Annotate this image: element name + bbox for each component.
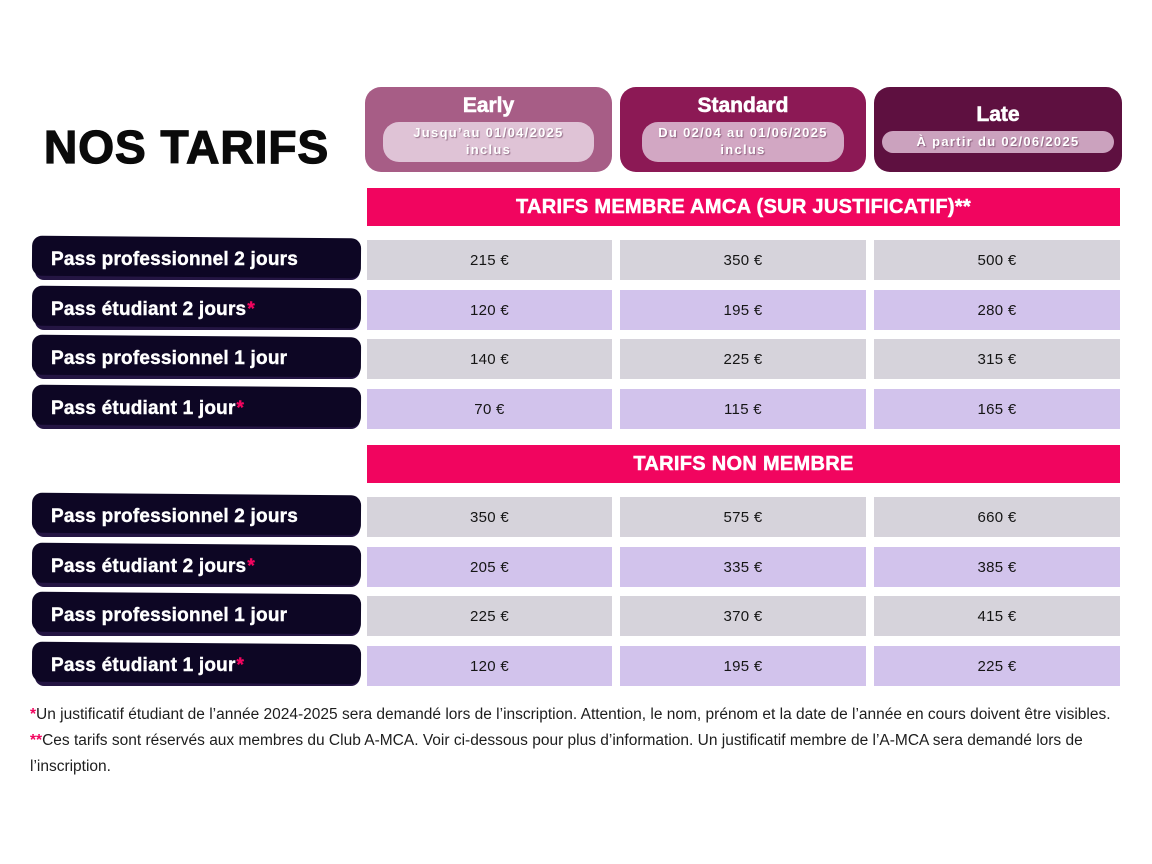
row-label: Pass étudiant 1 jour * — [35, 389, 360, 429]
price-cell: 280 € — [874, 290, 1120, 330]
price-value: 660 € — [977, 508, 1017, 526]
row-label: Pass étudiant 1 jour * — [35, 646, 360, 686]
price-cell: 385 € — [874, 547, 1120, 587]
footnote-marker: ** — [30, 732, 43, 749]
section-banner-nonmembers: TARIFS NON MEMBRE — [367, 445, 1120, 483]
price-value: 415 € — [977, 607, 1017, 625]
row-label: Pass professionnel 2 jours — [35, 240, 360, 280]
price-value: 120 € — [469, 657, 510, 675]
price-cell: 215 € — [367, 240, 612, 280]
price-cell: 70 € — [367, 389, 612, 429]
table-row: Pass étudiant 1 jour * 70 € 115 € 165 € — [0, 389, 1152, 429]
price-cell: 335 € — [620, 547, 866, 587]
price-cell: 350 € — [620, 240, 866, 280]
price-cell: 660 € — [874, 497, 1120, 537]
price-value: 315 € — [977, 350, 1017, 368]
footnote-marker: * — [236, 655, 245, 676]
price-value: 195 € — [723, 301, 763, 319]
price-cell: 225 € — [367, 596, 612, 636]
price-value: 225 € — [469, 607, 510, 625]
footnotes: *Un justificatif étudiant de l’année 202… — [30, 702, 1118, 780]
price-value: 350 € — [723, 251, 763, 269]
table-row: Pass professionnel 1 jour 225 € 370 € 41… — [0, 596, 1152, 636]
price-cell: 120 € — [367, 646, 612, 686]
price-value: 225 € — [977, 657, 1017, 675]
price-value: 140 € — [469, 350, 510, 368]
row-label-text: Pass professionnel 1 jour — [51, 348, 288, 369]
price-value: 280 € — [977, 301, 1017, 319]
row-label-text: Pass professionnel 2 jours — [51, 249, 299, 270]
price-cell: 370 € — [620, 596, 866, 636]
price-value: 115 € — [724, 400, 762, 418]
footnote-marker: * — [236, 398, 245, 419]
price-cell: 195 € — [620, 646, 866, 686]
table-row: Pass professionnel 2 jours 215 € 350 € 5… — [0, 240, 1152, 280]
price-value: 215 € — [469, 251, 510, 269]
price-value: 350 € — [469, 508, 510, 526]
period-card-late: Late À partir du 02/06/2025 — [874, 87, 1122, 172]
footnote-marker: * — [30, 706, 37, 723]
table-row: Pass professionnel 1 jour 140 € 225 € 31… — [0, 339, 1152, 379]
price-value: 575 € — [723, 508, 763, 526]
row-label: Pass étudiant 2 jours * — [35, 547, 360, 587]
section-banner-members: TARIFS MEMBRE AMCA (SUR JUSTIFICATIF)** — [367, 188, 1120, 226]
price-cell: 415 € — [874, 596, 1120, 636]
row-label: Pass étudiant 2 jours * — [35, 290, 360, 330]
period-card-early: Early Jusqu’au 01/04/2025 inclus — [365, 87, 612, 172]
price-value: 385 € — [977, 558, 1017, 576]
price-value: 120 € — [469, 301, 510, 319]
price-cell: 165 € — [874, 389, 1120, 429]
period-card-label: Late — [976, 102, 1020, 126]
price-value: 70 € — [474, 400, 505, 418]
period-card-label: Standard — [697, 94, 789, 118]
row-label-text: Pass professionnel 2 jours — [51, 506, 299, 527]
footnote-marker: * — [247, 299, 255, 320]
price-value: 335 € — [723, 558, 763, 576]
price-cell: 120 € — [367, 290, 612, 330]
period-card-standard: Standard Du 02/04 au 01/06/2025 inclus — [620, 87, 866, 172]
table-row: Pass étudiant 2 jours * 120 € 195 € 280 € — [0, 290, 1152, 330]
price-cell: 115 € — [620, 389, 866, 429]
price-cell: 315 € — [874, 339, 1120, 379]
footnote-member: **Ces tarifs sont réservés aux membres d… — [30, 728, 1118, 780]
footnote-student: *Un justificatif étudiant de l’année 202… — [30, 702, 1118, 728]
row-label-text: Pass étudiant 1 jour — [51, 398, 236, 419]
price-cell: 500 € — [874, 240, 1120, 280]
row-label-text: Pass étudiant 2 jours — [51, 299, 247, 320]
table-row: Pass étudiant 1 jour * 120 € 195 € 225 € — [0, 646, 1152, 686]
row-label: Pass professionnel 1 jour — [35, 339, 360, 379]
price-cell: 140 € — [367, 339, 612, 379]
price-value: 225 € — [723, 350, 763, 368]
price-value: 195 € — [723, 657, 763, 675]
table-row: Pass professionnel 2 jours 350 € 575 € 6… — [0, 497, 1152, 537]
period-card-dates: À partir du 02/06/2025 — [882, 130, 1114, 154]
price-cell: 350 € — [367, 497, 612, 537]
table-row: Pass étudiant 2 jours * 205 € 335 € 385 € — [0, 547, 1152, 587]
footnote-marker: * — [247, 556, 255, 577]
price-value: 165 € — [977, 400, 1017, 418]
price-cell: 225 € — [874, 646, 1120, 686]
price-value: 370 € — [723, 607, 763, 625]
period-card-dates: Jusqu’au 01/04/2025 inclus — [383, 122, 594, 162]
row-label-text: Pass étudiant 1 jour — [51, 655, 236, 676]
row-label: Pass professionnel 2 jours — [35, 497, 360, 537]
price-cell: 225 € — [620, 339, 866, 379]
price-value: 205 € — [469, 558, 510, 576]
price-value: 500 € — [977, 251, 1017, 269]
footnote-text: Un justificatif étudiant de l’année 2024… — [36, 706, 1111, 723]
row-label-text: Pass professionnel 1 jour — [51, 605, 288, 626]
page-title: NOS TARIFS — [43, 120, 330, 173]
price-cell: 195 € — [620, 290, 866, 330]
price-cell: 205 € — [367, 547, 612, 587]
price-cell: 575 € — [620, 497, 866, 537]
period-card-label: Early — [462, 94, 515, 118]
footnote-text: Ces tarifs sont réservés aux membres du … — [30, 732, 1083, 775]
row-label-text: Pass étudiant 2 jours — [51, 556, 247, 577]
period-card-dates: Du 02/04 au 01/06/2025 inclus — [642, 122, 844, 162]
row-label: Pass professionnel 1 jour — [35, 596, 360, 636]
